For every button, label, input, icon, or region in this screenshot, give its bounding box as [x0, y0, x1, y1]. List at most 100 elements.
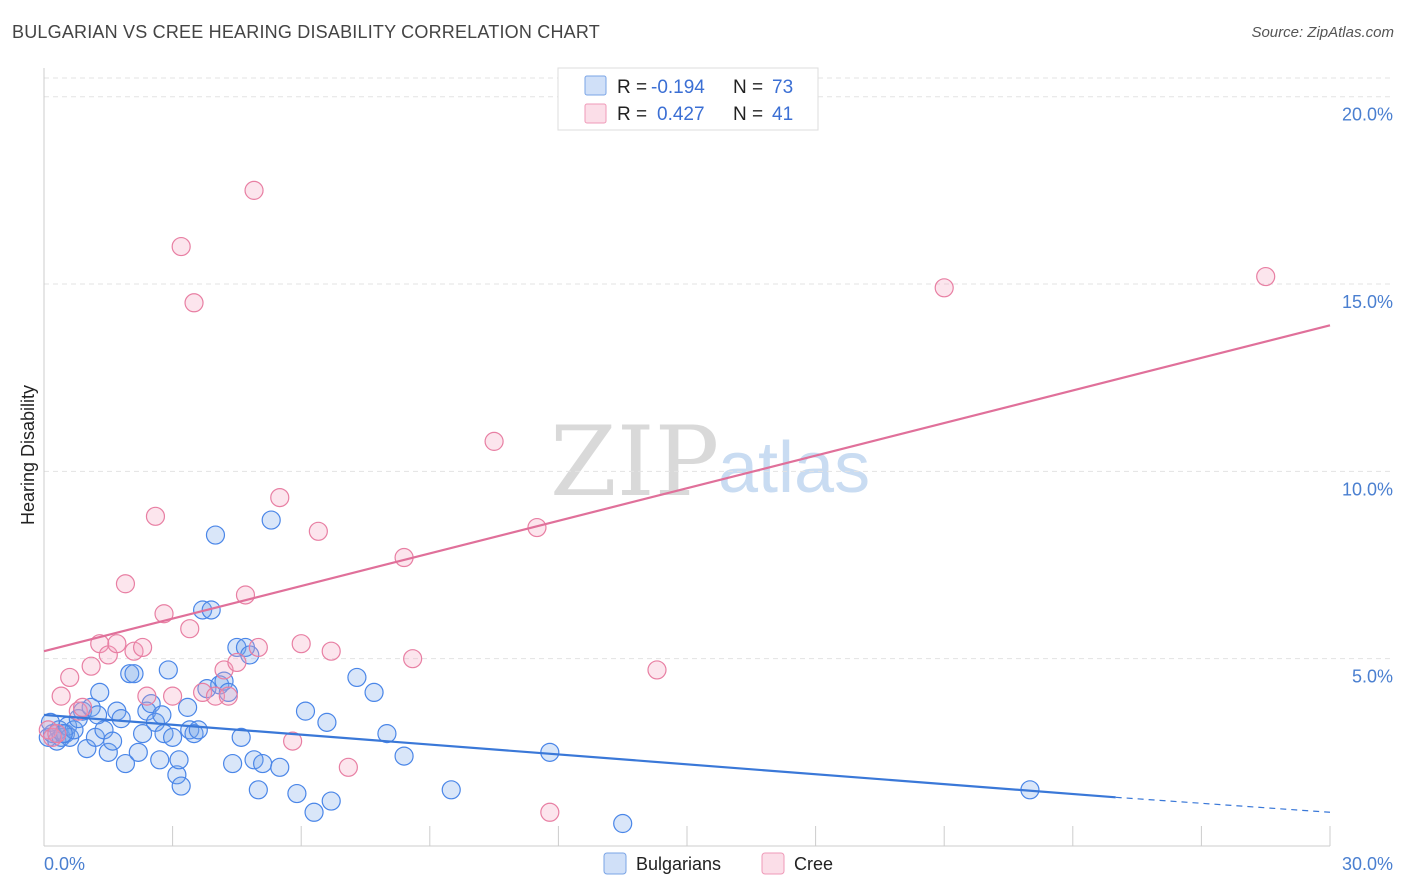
bulgarians-point	[223, 753, 243, 774]
bulgarians-point	[152, 705, 172, 725]
cree-point	[171, 236, 191, 257]
bulgarians-point	[441, 780, 461, 800]
bulgarians-point	[150, 750, 170, 770]
bulgarians-point	[111, 709, 131, 729]
bulgarians-point	[128, 742, 148, 762]
bulgarians-point	[98, 742, 118, 762]
cree-point	[227, 652, 247, 673]
watermark-zip: ZIP	[550, 406, 719, 518]
y-tick-label: 10.0%	[1342, 479, 1393, 499]
tick-labels: 5.0% 10.0% 15.0% 20.0% 0.0% 30.0%	[44, 105, 1393, 874]
cree-point	[321, 641, 341, 661]
cree-point	[107, 634, 127, 654]
bulgarians-point	[205, 525, 226, 545]
y-tick-label: 5.0%	[1352, 667, 1393, 687]
cree-point	[218, 686, 238, 706]
bulgarians-point	[377, 724, 397, 744]
cree-point	[60, 667, 80, 688]
cree-point	[47, 724, 67, 744]
bulgarians-point	[115, 753, 136, 774]
legend-n-label-1: N =	[733, 77, 763, 98]
bulgarians-point	[287, 783, 307, 804]
legend-swatch-pink	[584, 103, 607, 124]
bulgarians-point	[120, 664, 140, 684]
watermark-atlas: atlas	[718, 428, 870, 508]
bulgarians-trend-line	[43, 713, 1116, 799]
watermark: ZIP atlas	[550, 406, 870, 518]
bulgarians-point	[102, 731, 123, 751]
axes	[43, 68, 1331, 847]
bulgarians-point	[347, 667, 367, 688]
cree-point	[308, 521, 328, 541]
series-swatch-bulgarians	[603, 852, 627, 875]
cree-point	[180, 619, 200, 639]
cree-point	[291, 634, 311, 654]
cree-point	[184, 293, 204, 313]
bulgarians-point	[321, 791, 341, 811]
bulgarians-point	[124, 664, 144, 684]
x-tick-label: 30.0%	[1342, 854, 1393, 874]
stats-legend: R = -0.194 N = 73 R = 0.427 N = 41	[557, 67, 819, 131]
bulgarians-point	[304, 802, 324, 822]
bulgarians-point	[261, 510, 281, 530]
y-axis-label: Hearing Disability	[18, 385, 38, 525]
cree-point	[72, 697, 93, 717]
trend-lines	[43, 324, 1331, 813]
bulgarians-point	[132, 724, 153, 744]
bulgarians-trend-extension	[1115, 796, 1331, 813]
bulgarians-point	[231, 727, 251, 747]
bulgarians-point	[171, 776, 191, 796]
cree-points	[38, 180, 1276, 822]
bulgarians-point	[394, 746, 414, 766]
legend-r-label-1: R =	[617, 77, 647, 98]
source-credit: Source: ZipAtlas.com	[1251, 24, 1394, 41]
legend-n-label-2: N =	[733, 104, 763, 125]
cree-point	[137, 686, 157, 706]
legend-n-value-1: 73	[772, 77, 793, 98]
bulgarians-point	[163, 727, 183, 747]
bulgarians-point	[270, 757, 290, 777]
bulgarians-point	[295, 701, 316, 721]
bulgarians-point	[317, 712, 337, 732]
grid	[44, 77, 1390, 660]
cree-point	[163, 686, 183, 706]
stats-legend-box	[557, 67, 819, 131]
cree-point	[484, 431, 504, 451]
legend-swatch-blue	[584, 75, 607, 96]
cree-point	[51, 686, 71, 706]
cree-trend-line	[43, 324, 1331, 653]
bulgarians-point	[178, 697, 198, 717]
bulgarians-points	[38, 510, 1040, 834]
y-tick-label: 20.0%	[1342, 105, 1393, 125]
cree-point	[647, 660, 667, 680]
legend-r-value-2: 0.427	[657, 104, 705, 125]
cree-point	[540, 802, 560, 822]
cree-point	[283, 731, 303, 751]
bulgarians-point	[214, 671, 234, 691]
bulgarians-point	[613, 813, 633, 834]
bulgarians-point	[53, 724, 73, 744]
bulgarians-point	[90, 682, 110, 703]
bulgarians-point	[253, 753, 273, 774]
bulgarians-point	[364, 682, 384, 703]
bulgarians-point	[167, 765, 187, 785]
cree-point	[1256, 266, 1276, 287]
bulgarians-point	[40, 712, 61, 732]
cree-point	[154, 604, 174, 624]
series-swatch-cree	[761, 852, 785, 875]
cree-point	[145, 506, 166, 526]
cree-point	[132, 637, 153, 658]
cree-point	[81, 656, 101, 676]
cree-point	[248, 637, 268, 658]
series-label-bulgarians: Bulgarians	[636, 854, 721, 874]
bulgarians-point	[248, 780, 268, 800]
series-label-cree: Cree	[794, 854, 833, 874]
y-tick-label: 15.0%	[1342, 292, 1393, 312]
bulgarians-point	[169, 750, 189, 770]
cree-point	[193, 682, 213, 703]
cree-point	[403, 649, 423, 669]
series-legend: Bulgarians Cree	[603, 852, 833, 875]
chart-title: BULGARIAN VS CREE HEARING DISABILITY COR…	[12, 22, 600, 42]
bulgarians-point	[158, 660, 178, 680]
